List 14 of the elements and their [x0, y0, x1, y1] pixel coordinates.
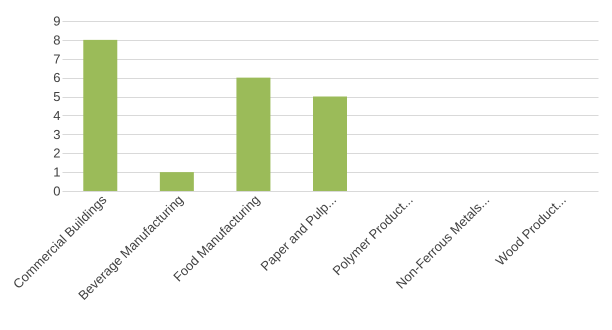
y-tick-label: 5: [53, 89, 60, 104]
y-tick-label: 3: [53, 126, 60, 142]
y-tick-label: 9: [53, 14, 60, 28]
y-tick-label: 0: [53, 184, 60, 198]
bar: [313, 96, 347, 191]
y-tick-label: 4: [53, 108, 60, 123]
y-tick-label: 8: [53, 32, 60, 48]
bar: [236, 78, 270, 191]
bar: [83, 40, 118, 191]
y-tick-label: 1: [53, 164, 60, 180]
y-tick-label: 2: [53, 146, 60, 161]
y-tick-label: 7: [53, 51, 60, 66]
y-tick-label: 6: [53, 70, 60, 86]
bar: [160, 172, 194, 191]
